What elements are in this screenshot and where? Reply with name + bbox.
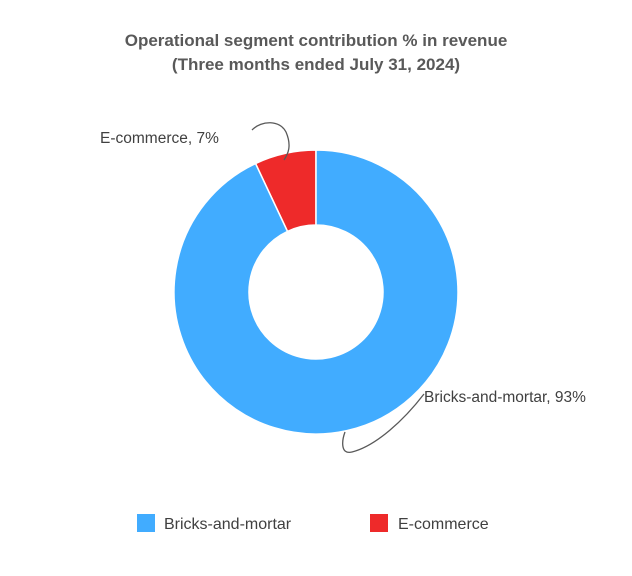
legend: Bricks-and-mortar E-commerce xyxy=(137,514,489,533)
data-label-bricks: Bricks-and-mortar, 93% xyxy=(424,389,586,406)
legend-label-ecommerce: E-commerce xyxy=(398,516,489,533)
leader-line-ecommerce xyxy=(251,122,290,161)
leader-line-bricks xyxy=(342,393,425,453)
slice-bricks-and-mortar xyxy=(173,149,459,435)
chart-subtitle: (Three months ended July 31, 2024) xyxy=(172,55,460,74)
legend-swatch-bricks xyxy=(137,514,155,532)
data-label-ecommerce: E-commerce, 7% xyxy=(100,130,219,147)
chart-title: Operational segment contribution % in re… xyxy=(125,31,508,50)
legend-label-bricks: Bricks-and-mortar xyxy=(164,516,292,533)
donut-slices xyxy=(173,149,459,435)
legend-swatch-ecommerce xyxy=(370,514,388,532)
